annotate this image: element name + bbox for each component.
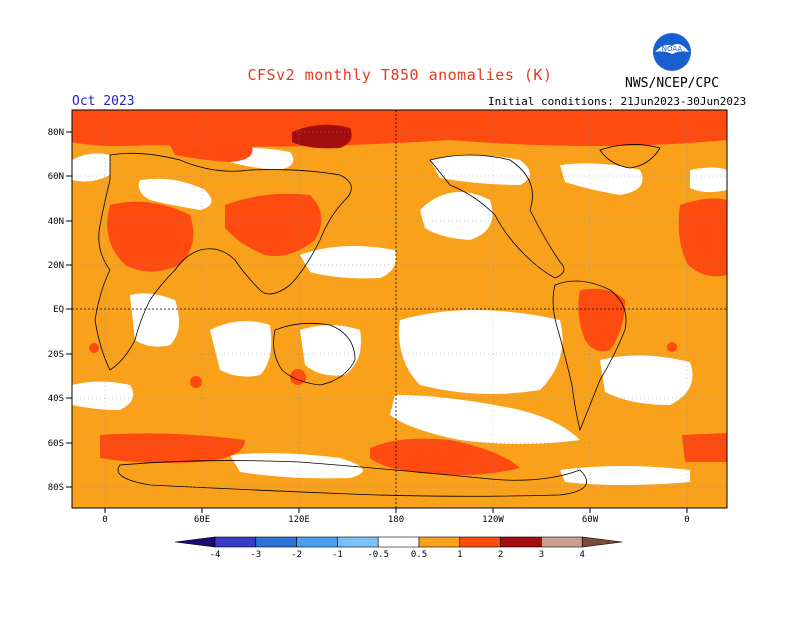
lon-label: 180 bbox=[388, 515, 404, 525]
lat-label: EQ bbox=[53, 305, 64, 315]
colorbar-label: -3 bbox=[250, 550, 261, 560]
colorbar-label: -2 bbox=[291, 550, 302, 560]
lat-label: 60N bbox=[48, 172, 64, 182]
colorbar-label: 2 bbox=[498, 550, 503, 560]
lat-label: 40N bbox=[48, 217, 64, 227]
colorbar: -4 -3 -2 -1 -0.5 0.5 1 2 3 4 bbox=[174, 536, 623, 560]
lat-label: 80N bbox=[48, 128, 64, 138]
colorbar-label: 3 bbox=[539, 550, 544, 560]
colorbar-swatch bbox=[255, 536, 297, 548]
organization-label: NWS/NCEP/CPC bbox=[625, 76, 719, 91]
colorbar-swatch bbox=[337, 536, 379, 548]
colorbar-label: -1 bbox=[332, 550, 343, 560]
colorbar-swatch bbox=[459, 536, 501, 548]
colorbar-label: -0.5 bbox=[367, 550, 389, 560]
colorbar-label: 4 bbox=[579, 550, 584, 560]
initial-conditions: Initial conditions: 21Jun2023-30Jun2023 bbox=[488, 95, 747, 108]
svg-text:NOAA: NOAA bbox=[662, 45, 683, 53]
lon-label: 120E bbox=[288, 515, 310, 525]
colorbar-arrow-right bbox=[581, 536, 623, 548]
lat-label: 20S bbox=[48, 350, 64, 360]
colorbar-swatch bbox=[500, 536, 542, 548]
colorbar-swatch bbox=[418, 536, 461, 548]
map-field bbox=[72, 110, 727, 508]
lat-label: 40S bbox=[48, 394, 64, 404]
colorbar-swatch bbox=[377, 536, 420, 548]
lon-label: 60W bbox=[582, 515, 599, 525]
colorbar-label: -4 bbox=[210, 550, 221, 560]
lat-label: 80S bbox=[48, 483, 64, 493]
lat-label: 60S bbox=[48, 439, 64, 449]
map-title: CFSv2 monthly T850 anomalies (K) bbox=[247, 66, 553, 84]
colorbar-arrow-left bbox=[174, 536, 216, 548]
forecast-month: Oct 2023 bbox=[72, 94, 135, 109]
lon-label: 60E bbox=[194, 515, 210, 525]
colorbar-label: 1 bbox=[457, 550, 462, 560]
colorbar-swatch bbox=[296, 536, 338, 548]
lat-label: 20N bbox=[48, 261, 64, 271]
noaa-logo: NOAA bbox=[653, 33, 691, 71]
lon-label: 0 bbox=[684, 515, 689, 525]
lon-label: 120W bbox=[482, 515, 504, 525]
colorbar-swatch bbox=[214, 536, 257, 548]
colorbar-label: 0.5 bbox=[411, 550, 427, 560]
colorbar-swatch bbox=[541, 536, 583, 548]
lon-label: 0 bbox=[102, 515, 107, 525]
